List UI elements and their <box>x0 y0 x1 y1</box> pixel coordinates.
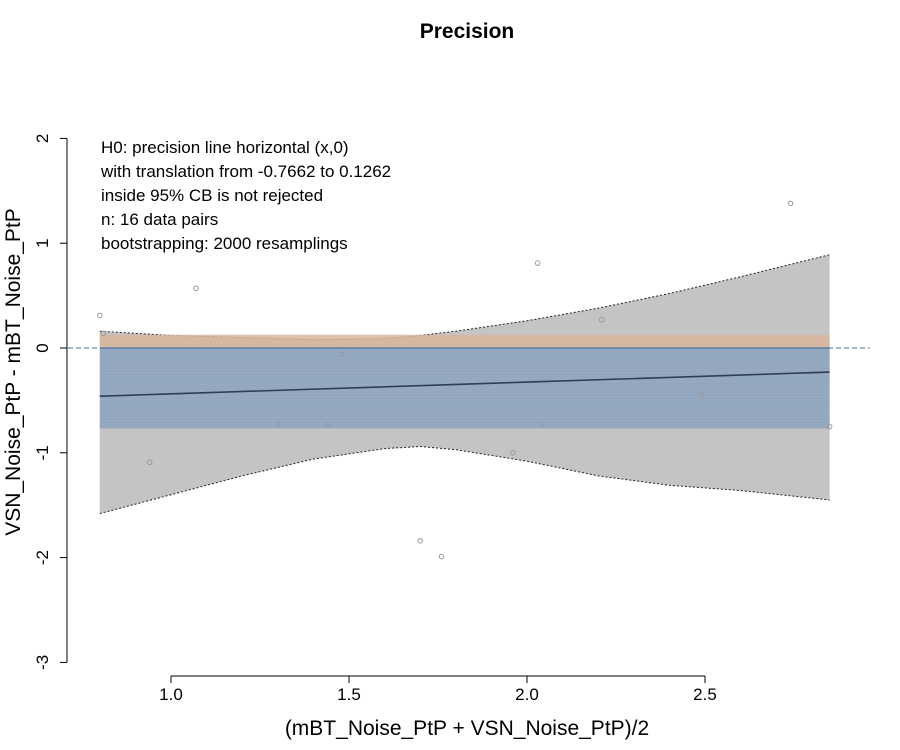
confidence-band-lower-edge <box>99 446 830 515</box>
y-tick-label: 2 <box>33 134 52 143</box>
y-tick-label: -1 <box>33 445 52 460</box>
data-point <box>275 421 281 428</box>
data-point <box>324 421 331 428</box>
annotation-block: H0: precision line horizontal (x,0) with… <box>100 138 391 253</box>
y-tick-label: -3 <box>33 655 52 670</box>
x-tick-label: 2.0 <box>515 685 539 704</box>
data-point <box>193 285 199 292</box>
data-point <box>417 538 424 544</box>
confidence-band-upper-edge <box>99 254 830 341</box>
translation-band-upper <box>99 334 830 348</box>
lines-layer <box>60 347 870 398</box>
x-tick-label: 1.5 <box>337 685 361 704</box>
x-tick-label: 2.5 <box>693 685 717 704</box>
data-point <box>826 423 833 430</box>
translation-band-lower <box>99 348 830 429</box>
translation-band-layer <box>99 334 830 429</box>
data-point <box>97 312 103 319</box>
data-point <box>787 200 794 207</box>
data-point <box>100 330 107 337</box>
data-point <box>509 450 516 456</box>
x-tick-label: 1.0 <box>159 685 183 704</box>
data-point <box>534 260 541 266</box>
annotation-line: n: 16 data pairs <box>101 210 218 229</box>
chart-title: Precision <box>420 20 515 43</box>
annotation-line: with translation from -0.7662 to 0.1262 <box>100 162 391 181</box>
points-layer <box>97 200 833 560</box>
data-point <box>339 351 345 358</box>
data-point <box>438 553 445 560</box>
y-tick-label: 0 <box>33 343 52 352</box>
data-point <box>698 391 705 397</box>
y-axis-label: VSN_Noise_PtP - mBT_Noise_PtP <box>2 208 25 536</box>
x-axis-label: (mBT_Noise_PtP + VSN_Noise_PtP)/2 <box>285 717 649 740</box>
data-point <box>538 421 545 428</box>
annotation-line: bootstrapping: 2000 resamplings <box>101 234 348 253</box>
y-tick-label: -2 <box>33 550 52 565</box>
data-point <box>598 316 605 323</box>
data-point <box>146 459 153 466</box>
axes-layer: -3 -2 -1 0 1 2 1.0 1.5 2.0 2.5 <box>33 134 717 704</box>
regression-line <box>99 371 830 398</box>
annotation-line: inside 95% CB is not rejected <box>101 186 323 205</box>
annotation-line: H0: precision line horizontal (x,0) <box>101 138 349 157</box>
y-tick-label: 1 <box>33 238 52 247</box>
